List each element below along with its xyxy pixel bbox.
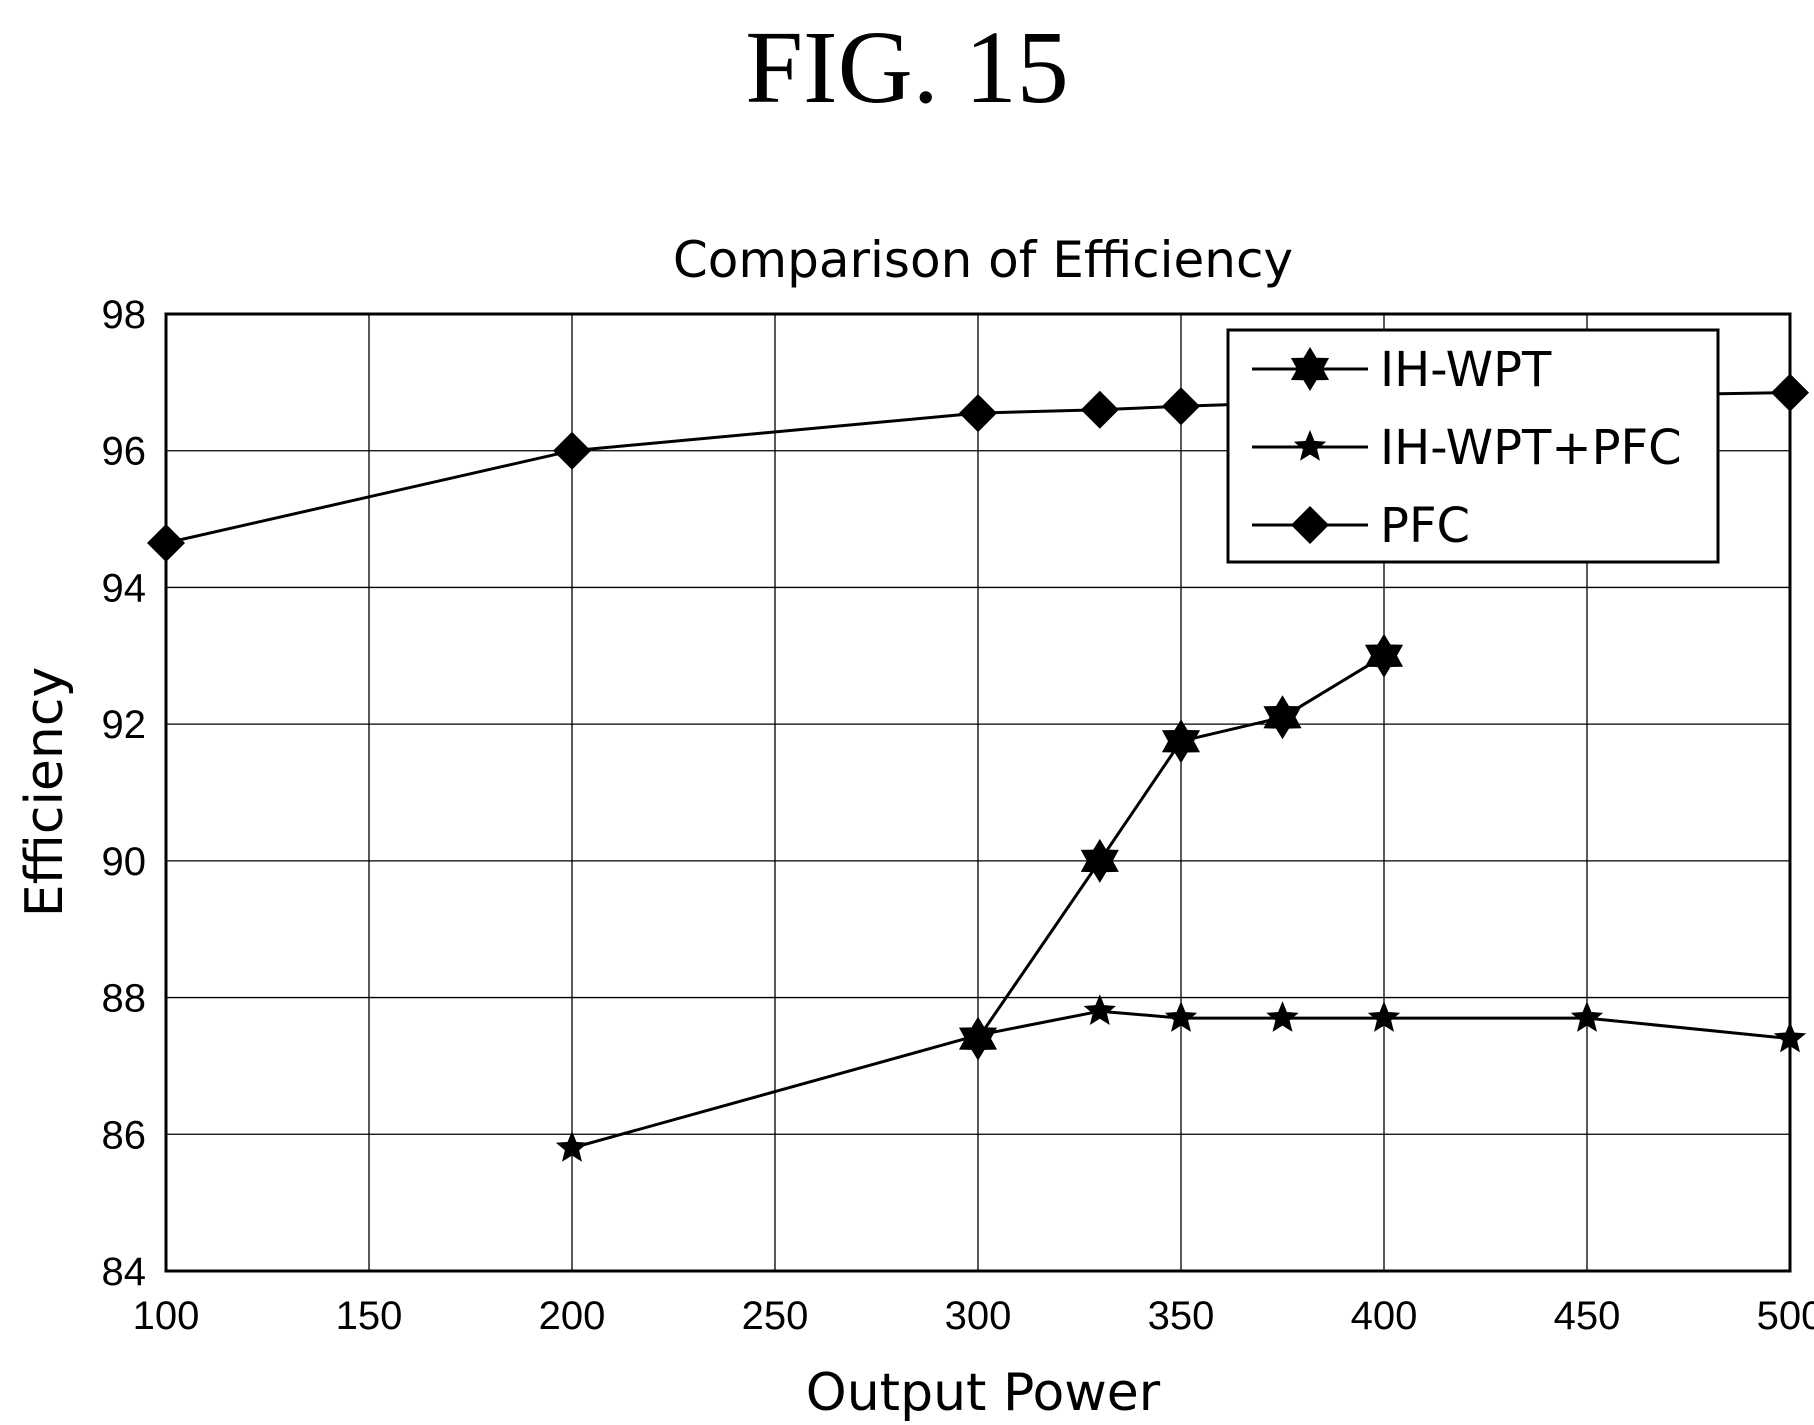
figure-label: FIG. 15: [745, 10, 1069, 125]
data-point-ih-wpt-pfc: [555, 1130, 589, 1162]
plot-frame: [164, 312, 1792, 1273]
legend-label-pfc: PFC: [1380, 498, 1470, 554]
y-tick-label: 84: [102, 1250, 147, 1294]
y-tick-label: 96: [102, 430, 147, 474]
x-tick-label: 100: [133, 1294, 200, 1338]
data-point-ih-wpt-pfc: [961, 1018, 995, 1049]
data-point-ih-wpt-pfc: [1083, 994, 1116, 1025]
data-point-pfc: [553, 431, 591, 470]
legend-marker-ih-wpt-pfc: [1293, 430, 1327, 461]
y-tick-label: 90: [102, 840, 147, 884]
x-tick-label: 300: [945, 1294, 1012, 1338]
y-tick-label: 94: [102, 566, 147, 610]
data-point-ih-wpt: [1080, 838, 1119, 883]
data-point-pfc: [959, 394, 997, 433]
y-tick-label: 86: [102, 1113, 147, 1157]
data-point-ih-wpt: [1263, 695, 1302, 740]
data-point-ih-wpt: [1364, 633, 1404, 678]
legend-marker-pfc: [1291, 506, 1329, 544]
series-line-ih-wpt-pfc: [571, 1009, 1791, 1150]
x-tick-label: 350: [1148, 1294, 1215, 1338]
legend-label-ih-wpt: IH-WPT: [1380, 342, 1552, 398]
tick-labels: 100 150 200 250 300 350 400 450 500 84 86 88 90 92 94 9…: [102, 293, 1814, 1338]
x-tick-label: 450: [1554, 1294, 1621, 1338]
y-axis-label: Efficiency: [15, 667, 75, 917]
legend-label-ih-wpt-pfc: IH-WPT+PFC: [1380, 420, 1682, 476]
chart-title: Comparison of Efficiency: [673, 231, 1293, 289]
x-tick-label: 400: [1351, 1294, 1418, 1338]
data-point-ih-wpt-pfc: [1367, 1001, 1401, 1032]
data-point-pfc: [1162, 387, 1200, 426]
data-point-pfc: [1080, 390, 1119, 429]
data-point-ih-wpt-pfc: [1266, 1001, 1299, 1032]
y-tick-label: 92: [102, 703, 147, 747]
x-tick-label: 500: [1757, 1294, 1814, 1338]
x-tick-label: 200: [539, 1294, 606, 1338]
y-tick-label: 88: [102, 977, 147, 1021]
data-point-ih-wpt: [1161, 719, 1201, 764]
x-tick-label: 150: [336, 1294, 403, 1338]
x-tick-label: 250: [742, 1294, 809, 1338]
legend-marker-ih-wpt: [1290, 347, 1330, 391]
data-point-ih-wpt-pfc: [1164, 1001, 1198, 1032]
legend: IH-WPT IH-WPT+PFC PFC: [1226, 328, 1720, 564]
data-point-ih-wpt-pfc: [1570, 1001, 1604, 1032]
y-tick-label: 98: [102, 293, 147, 337]
x-axis-label: Output Power: [806, 1363, 1161, 1423]
